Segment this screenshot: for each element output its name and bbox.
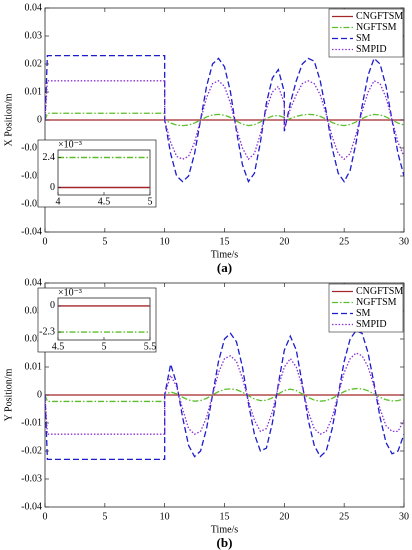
x-tick-label: 10 bbox=[160, 236, 170, 247]
inset-frame bbox=[57, 149, 151, 196]
y-tick-label: 0 bbox=[50, 300, 55, 311]
x-tick-label: 10 bbox=[160, 511, 170, 522]
series-line bbox=[45, 54, 404, 183]
series-group bbox=[45, 54, 404, 183]
x-tick-label: 15 bbox=[220, 511, 230, 522]
series-group bbox=[58, 156, 150, 189]
x-tick-label: 5 bbox=[102, 341, 107, 352]
series-line bbox=[45, 329, 404, 461]
y-tick-label: 0.03 bbox=[25, 305, 43, 316]
x-tick-label: 0 bbox=[43, 511, 48, 522]
y-tick-label: -0.03 bbox=[21, 473, 42, 484]
series-line bbox=[45, 352, 404, 435]
y-axis-label: Y Position/m bbox=[3, 368, 14, 421]
y-tick-label: 0.03 bbox=[25, 30, 43, 41]
x-tick-label: 20 bbox=[279, 236, 289, 247]
series-line bbox=[45, 387, 404, 403]
y-tick-label: -0.01 bbox=[21, 142, 42, 153]
y-tick-label: -0.02 bbox=[21, 170, 42, 181]
x-tick-label: 4 bbox=[56, 196, 61, 207]
x-tick-label: 5.5 bbox=[144, 341, 157, 352]
y-tick-label: 0.02 bbox=[25, 333, 43, 344]
x-tick-label: 5 bbox=[102, 511, 107, 522]
inset-frame bbox=[57, 297, 151, 341]
x-tick-label: 4.5 bbox=[98, 196, 111, 207]
series-group bbox=[58, 305, 150, 333]
y-tick-label: 0 bbox=[37, 114, 42, 125]
y-tick-label: -0.04 bbox=[21, 501, 42, 512]
y-tick-label: 0 bbox=[37, 389, 42, 400]
y-exponent: ×10⁻³ bbox=[58, 139, 82, 150]
y-exponent: ×10⁻³ bbox=[58, 287, 82, 298]
legend-label: SMPID bbox=[356, 319, 387, 330]
x-axis-label: Time/s bbox=[211, 524, 239, 535]
y-tick-label: -0.01 bbox=[21, 417, 42, 428]
x-tick-label: 4.5 bbox=[52, 341, 65, 352]
x-tick-label: 25 bbox=[339, 236, 349, 247]
y-tick-label: 0.01 bbox=[25, 361, 43, 372]
y-tick-label: 0 bbox=[50, 182, 55, 193]
y-tick-label: 0.01 bbox=[25, 86, 43, 97]
x-tick-label: 5 bbox=[148, 196, 153, 207]
y-tick-label: 2.4 bbox=[43, 152, 56, 163]
x-tick-label: 30 bbox=[399, 511, 409, 522]
x-tick-label: 5 bbox=[102, 236, 107, 247]
legend-label: CNGFTSM bbox=[356, 286, 403, 297]
legend-label: NGFTSM bbox=[356, 297, 397, 308]
x-tick-label: 20 bbox=[279, 511, 289, 522]
y-tick-label: -0.04 bbox=[21, 226, 42, 237]
y-tick-label: 0.02 bbox=[25, 58, 43, 69]
legend-label: SM bbox=[356, 308, 371, 319]
x-tick-label: 25 bbox=[339, 511, 349, 522]
legend-label: SM bbox=[356, 33, 371, 44]
y-axis-label: X Position/m bbox=[3, 93, 14, 146]
y-tick-label: -2.3 bbox=[39, 326, 55, 337]
x-tick-label: 0 bbox=[43, 236, 48, 247]
y-tick-label: -0.03 bbox=[21, 198, 42, 209]
y-tick-label: 0.04 bbox=[25, 277, 43, 288]
x-axis-label: Time/s bbox=[211, 249, 239, 260]
y-tick-label: -0.02 bbox=[21, 445, 42, 456]
caption: (b) bbox=[217, 535, 233, 550]
legend-label: SMPID bbox=[356, 44, 387, 55]
legend-label: CNGFTSM bbox=[356, 11, 403, 22]
x-tick-label: 30 bbox=[399, 236, 409, 247]
x-tick-label: 15 bbox=[220, 236, 230, 247]
legend-label: NGFTSM bbox=[356, 22, 397, 33]
caption: (a) bbox=[217, 260, 232, 275]
y-tick-label: 0.04 bbox=[25, 2, 43, 13]
series-group bbox=[45, 329, 404, 461]
